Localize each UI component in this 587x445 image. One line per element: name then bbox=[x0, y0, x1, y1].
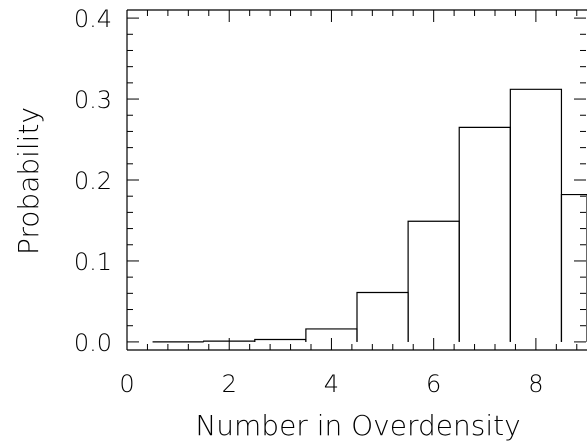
histogram-bin-2 bbox=[254, 338, 307, 342]
histogram-bin-6 bbox=[458, 126, 511, 342]
y-axis-label: Probability bbox=[12, 107, 45, 255]
histogram-bar-outline bbox=[407, 220, 460, 342]
x-tick-label: 0 bbox=[119, 370, 134, 398]
histogram-bin-5 bbox=[407, 220, 460, 342]
y-tick-label: 0.0 bbox=[74, 329, 112, 357]
x-tick-label: 6 bbox=[426, 370, 441, 398]
histogram-bar-outline bbox=[356, 291, 409, 342]
histogram-bar-outline bbox=[560, 193, 587, 342]
histogram-bars bbox=[152, 88, 587, 343]
ticks bbox=[126, 10, 586, 350]
histogram-bin-7 bbox=[509, 88, 563, 342]
x-tick-label: 4 bbox=[324, 370, 339, 398]
y-tick-label: 0.3 bbox=[74, 86, 112, 114]
histogram-bar-outline bbox=[254, 338, 307, 342]
histogram-bin-4 bbox=[356, 291, 409, 342]
histogram-bar-outline bbox=[509, 88, 563, 342]
histogram-bar-outline bbox=[458, 126, 511, 342]
y-tick-label: 0.4 bbox=[74, 5, 112, 33]
histogram-bin-8 bbox=[560, 193, 587, 342]
x-tick-label: 2 bbox=[222, 370, 237, 398]
x-tick-label: 8 bbox=[528, 370, 543, 398]
x-axis-label: Number in Overdensity bbox=[195, 409, 520, 442]
y-tick-label: 0.2 bbox=[74, 167, 112, 195]
tick-labels: 0 2 4 6 8 0.0 0.1 0.2 0.3 0.4 bbox=[74, 5, 544, 398]
y-tick-label: 0.1 bbox=[74, 248, 112, 276]
